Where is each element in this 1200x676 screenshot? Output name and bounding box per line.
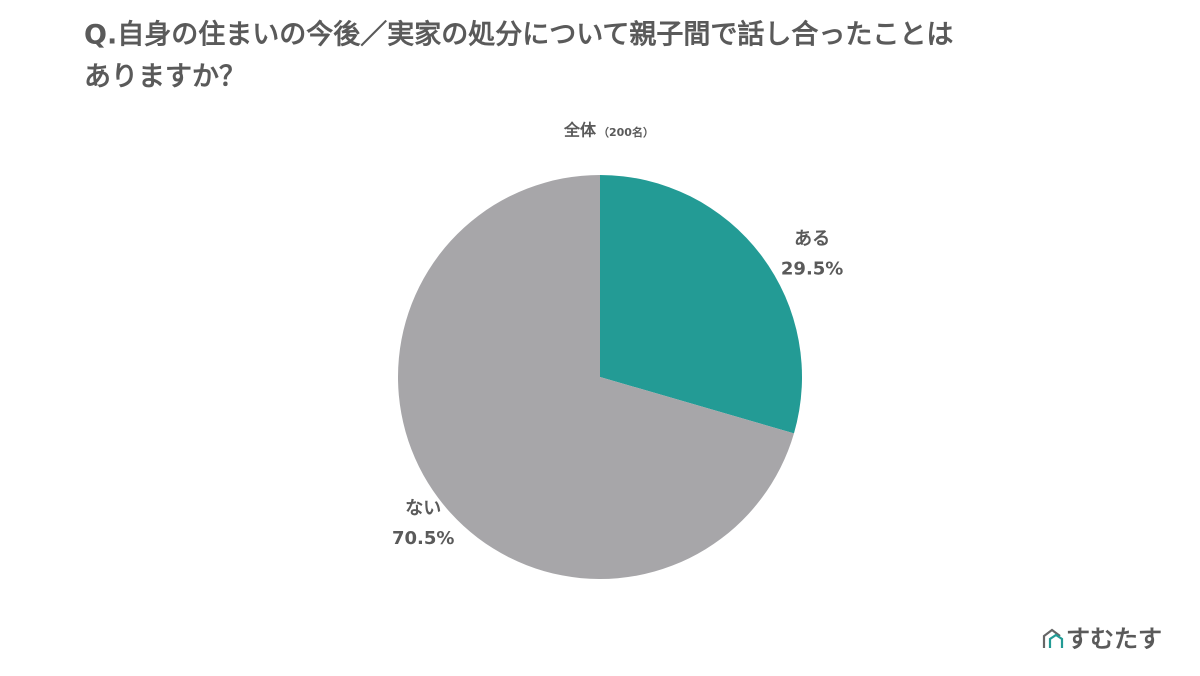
chart-title: Q.自身の住まいの今後／実家の処分について親子間で話し合ったことは — [84, 19, 953, 51]
pie-slice — [600, 175, 802, 434]
slice-label: ある — [794, 228, 830, 249]
value-label: 29.5% — [781, 258, 843, 279]
slice-label: ない — [405, 498, 441, 519]
chart-subtitle-note: （200名） — [598, 125, 654, 139]
value-label: 70.5% — [392, 528, 454, 549]
chart-title: ありますか？ — [84, 62, 246, 93]
logo-icon — [1042, 628, 1064, 648]
chart-subtitle: 全体 — [563, 121, 597, 140]
logo: すむたす — [1066, 625, 1162, 653]
pie-slice — [397, 175, 794, 579]
